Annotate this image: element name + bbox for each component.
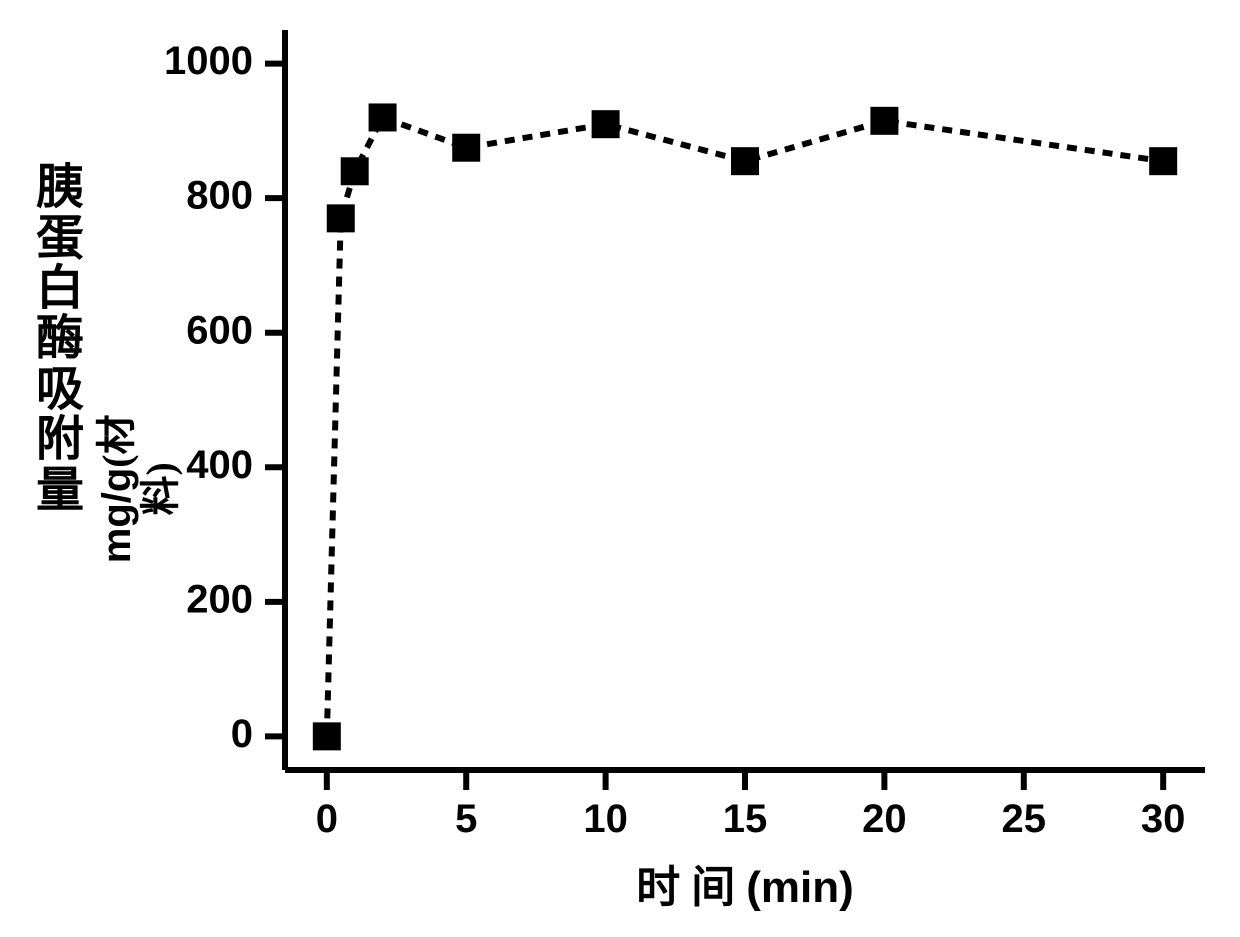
y-axis-label-char: 胰 xyxy=(30,163,90,213)
series-line xyxy=(327,117,1163,736)
y-tick-label: 0 xyxy=(231,712,253,756)
series-markers xyxy=(313,103,1177,750)
x-axis-ticks: 0 5 10 15 20 25 30 xyxy=(316,770,1186,841)
chart-svg: 02004006008001000 051015202530 mg/g(材料) … xyxy=(0,0,1240,937)
y-tick-label: 1000 xyxy=(164,39,253,83)
data-point xyxy=(592,110,620,138)
y-tick-label: 200 xyxy=(186,577,253,621)
y-axis-ticks: 0 200 400 600 800 1000 xyxy=(164,39,285,756)
x-tick-label: 5 xyxy=(455,797,477,841)
y-tick-label: 800 xyxy=(186,174,253,218)
data-point xyxy=(313,722,341,750)
x-axis-label-text: 时 间 (min) xyxy=(636,863,854,912)
x-tick-label: 10 xyxy=(583,797,628,841)
data-point xyxy=(369,103,397,131)
x-tick-label: 20 xyxy=(862,797,907,841)
x-tick-label: 0 xyxy=(316,797,338,841)
y-axis-label-cjk: 胰蛋白酶吸附量 xyxy=(30,163,90,516)
data-point xyxy=(341,157,369,185)
data-point xyxy=(452,134,480,162)
y-axis-label-char: 吸 xyxy=(30,365,90,415)
y-tick-label: 400 xyxy=(186,443,253,487)
svg-text:料): 料) xyxy=(138,462,183,515)
axes xyxy=(285,30,1205,770)
x-tick-label: 15 xyxy=(723,797,768,841)
y-tick-label: 600 xyxy=(186,308,253,352)
y-axis-label-char: 量 xyxy=(30,466,90,516)
data-point xyxy=(1149,147,1177,175)
y-axis-unit-label: mg/g(材料) xyxy=(94,414,183,563)
svg-text:mg/g(材: mg/g(材 xyxy=(94,414,139,563)
x-tick-label: 25 xyxy=(1002,797,1047,841)
x-axis-label: 时 间 (min) xyxy=(636,863,854,912)
data-point xyxy=(870,107,898,135)
y-axis-label-char: 白 xyxy=(30,264,90,314)
y-axis-label-char: 蛋 xyxy=(30,214,90,264)
data-point xyxy=(327,204,355,232)
x-tick-label: 30 xyxy=(1141,797,1186,841)
y-axis-label-char: 附 xyxy=(30,415,90,465)
y-axis-label-char: 酶 xyxy=(30,314,90,364)
chart-container: 胰蛋白酶吸附量 0 200 400 600 800 1000 0 5 10 15 20 25 30 m… xyxy=(0,0,1240,937)
data-point xyxy=(731,147,759,175)
